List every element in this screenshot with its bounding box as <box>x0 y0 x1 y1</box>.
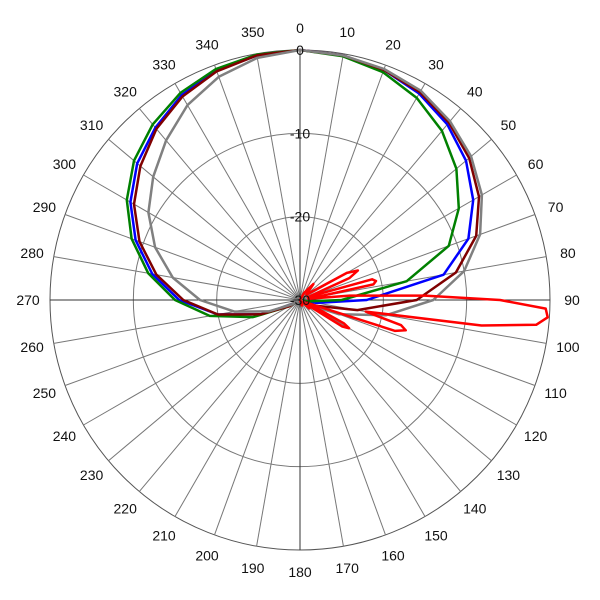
angular-tick-label: 60 <box>528 156 544 172</box>
grid-spoke <box>299 299 517 426</box>
radial-tick-labels: 0 -10 -20 -30 <box>290 42 310 308</box>
grid-spoke <box>256 53 301 301</box>
angular-tick-label: 80 <box>560 245 576 261</box>
grid-spoke <box>53 299 301 344</box>
angular-tick-label: 170 <box>336 560 360 576</box>
grid-spoke <box>299 64 386 301</box>
angular-tick-label: 30 <box>428 56 444 72</box>
angular-tick-label: 100 <box>556 339 580 355</box>
angular-tick-label: 290 <box>33 199 57 215</box>
grid-spoke <box>299 214 536 301</box>
angular-tick-label: 260 <box>20 339 44 355</box>
grid-spoke <box>64 214 301 301</box>
grid-spoke <box>299 108 462 301</box>
angular-tick-labels: 0 10 20 30 40 50 60 70 80 90 100 110 120 130 140 150 160… <box>16 20 580 580</box>
grid-spoke <box>83 299 301 426</box>
angular-tick-label: 70 <box>548 199 564 215</box>
grid-spoke <box>214 64 301 301</box>
angular-tick-label: 10 <box>339 24 355 40</box>
angular-tick-label: 300 <box>53 156 77 172</box>
angular-tick-label: 270 <box>16 292 40 308</box>
grid-spoke <box>299 299 462 492</box>
grid-spoke <box>174 299 301 517</box>
angular-tick-label: 150 <box>424 528 448 544</box>
angular-tick-label: 120 <box>524 428 548 444</box>
angular-tick-label: 20 <box>385 36 401 52</box>
angular-tick-label: 160 <box>381 548 405 564</box>
angular-tick-label: 110 <box>544 385 567 401</box>
grid-spoke <box>299 299 426 517</box>
grid-spoke <box>299 299 386 536</box>
angular-tick-label: 140 <box>463 500 487 516</box>
series-line-4 <box>147 48 484 317</box>
grid-spoke <box>108 299 301 462</box>
angular-tick-label: 220 <box>114 500 138 516</box>
radial-tick-label: 0 <box>296 42 304 58</box>
radial-tick-label: -10 <box>290 125 310 141</box>
radial-tick-label: -20 <box>290 209 310 225</box>
grid-spoke <box>299 299 344 547</box>
grid-spoke <box>299 299 492 462</box>
angular-tick-label: 240 <box>53 428 77 444</box>
angular-tick-label: 50 <box>501 117 517 133</box>
grid-spoke <box>299 83 426 301</box>
series-line-5 <box>298 269 549 333</box>
angular-tick-label: 190 <box>241 560 265 576</box>
radial-tick-label: -30 <box>290 292 310 308</box>
grid-spoke <box>299 138 492 301</box>
grid-spoke <box>138 299 301 492</box>
grid-spoke <box>299 53 344 301</box>
series-group <box>125 48 549 333</box>
grid-spoke <box>83 174 301 301</box>
angular-tick-label: 230 <box>80 467 104 483</box>
grid-spoke <box>256 299 301 547</box>
angular-tick-label: 280 <box>20 245 44 261</box>
angular-tick-label: 340 <box>195 36 219 52</box>
angular-tick-label: 180 <box>288 564 312 580</box>
angular-tick-label: 210 <box>152 528 176 544</box>
angular-tick-label: 330 <box>152 56 176 72</box>
angular-tick-label: 130 <box>497 467 521 483</box>
polar-grid <box>49 49 551 551</box>
angular-tick-label: 250 <box>33 385 57 401</box>
grid-spoke <box>53 256 301 301</box>
angular-tick-label: 350 <box>241 24 265 40</box>
grid-spoke <box>174 83 301 301</box>
angular-tick-label: 0 <box>296 20 304 36</box>
angular-tick-label: 310 <box>80 117 104 133</box>
angular-tick-label: 90 <box>564 292 580 308</box>
angular-tick-label: 40 <box>467 84 483 100</box>
grid-spoke <box>214 299 301 536</box>
angular-tick-label: 200 <box>195 548 219 564</box>
series-line-2 <box>125 48 461 319</box>
angular-tick-label: 320 <box>114 84 138 100</box>
